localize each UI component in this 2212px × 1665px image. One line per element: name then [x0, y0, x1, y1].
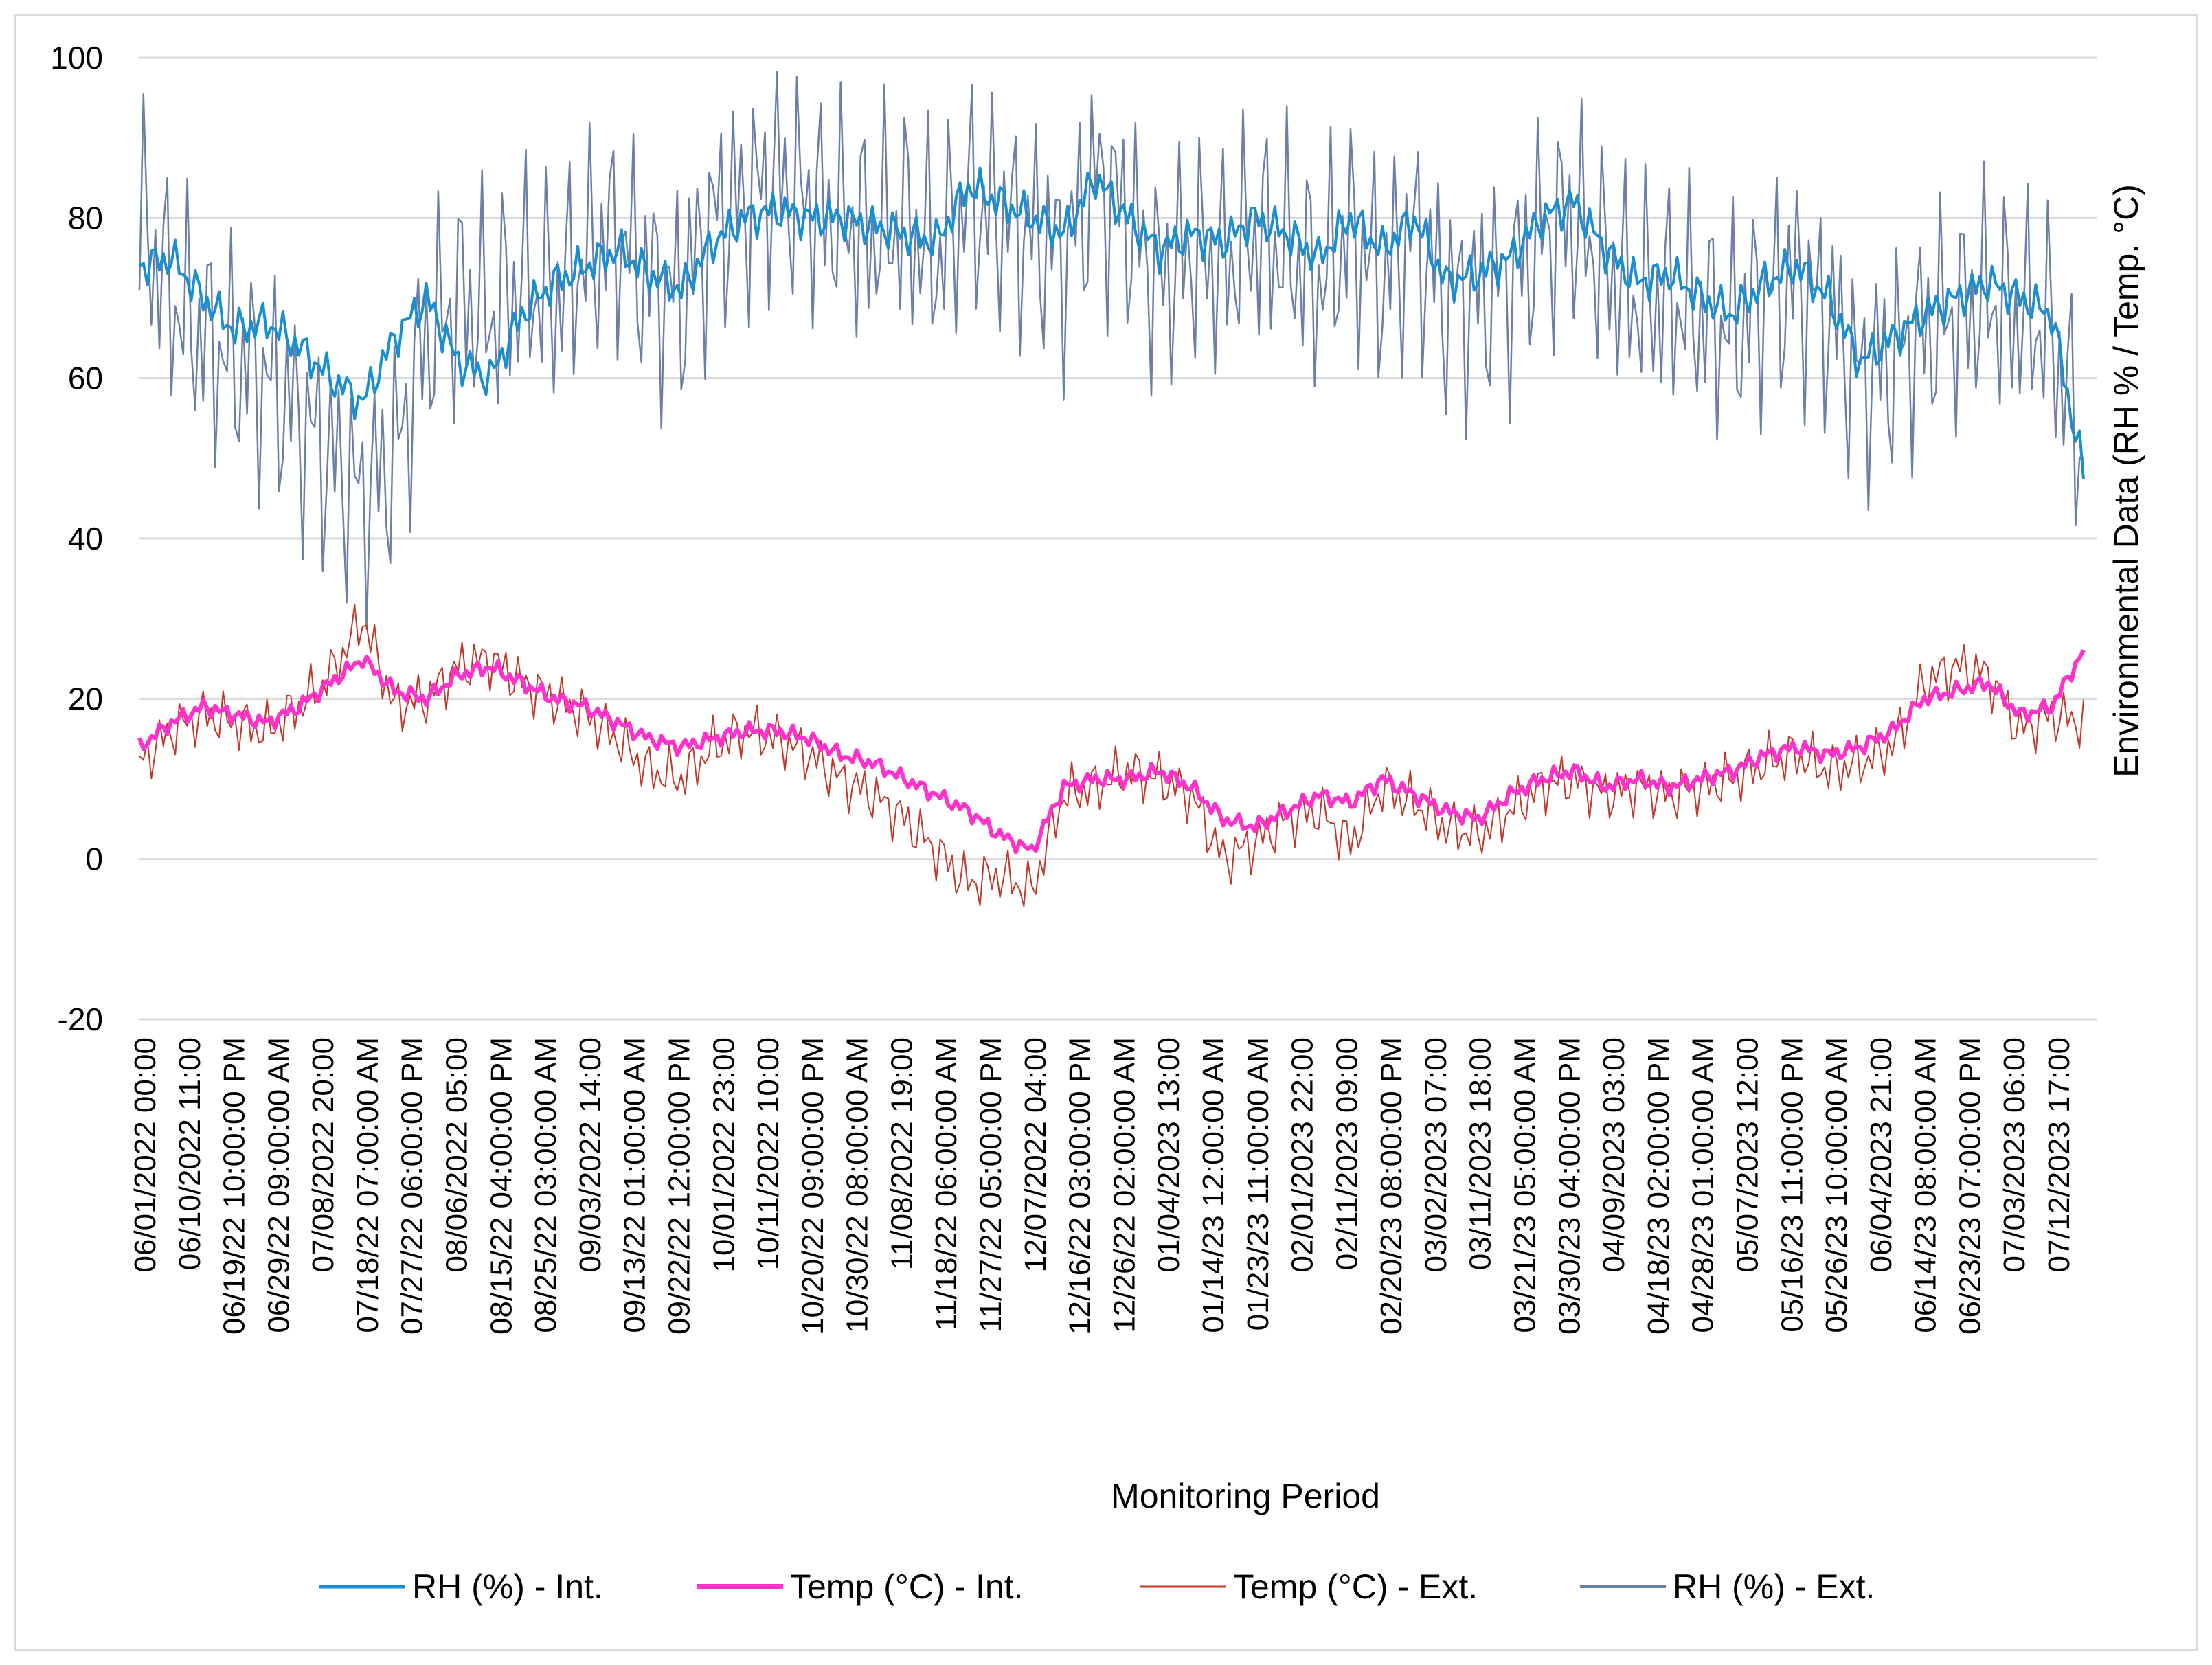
x-tick-label: 05/26/23 10:00:00 AM [1820, 1037, 1853, 1333]
legend-label: RH (%) - Ext. [1673, 1567, 1875, 1606]
y-tick-label: 20 [68, 681, 103, 716]
x-tick-label: 08/15/22 04:00:00 PM [484, 1037, 518, 1335]
x-tick-label: 06/23/23 07:00:00 PM [1953, 1037, 1987, 1335]
x-tick-label: 06/04/2023 21:00 [1864, 1037, 1898, 1273]
x-tick-label: 11/08/2022 19:00 [885, 1037, 918, 1270]
x-tick-label: 07/18/22 07:00:00 AM [351, 1037, 385, 1333]
legend-label: RH (%) - Int. [412, 1567, 603, 1606]
y-tick-label: 80 [68, 200, 103, 236]
x-tick-label: 05/16/23 11:00:00 PM [1775, 1037, 1809, 1333]
x-tick-label: 07/27/22 06:00:00 PM [396, 1037, 429, 1335]
x-tick-label: 06/10/2022 11:00 [173, 1037, 207, 1270]
x-tick-label: 10/20/22 09:00:00 PM [796, 1037, 830, 1335]
x-tick-label: 04/09/2023 03:00 [1597, 1037, 1631, 1273]
x-tick-label: 06/14/23 08:00:00 AM [1909, 1037, 1943, 1333]
x-tick-label: 05/07/2023 12:00 [1730, 1037, 1764, 1273]
x-axis-title: Monitoring Period [1111, 1477, 1380, 1515]
x-tick-label: 02/20/23 08:00:00 PM [1375, 1037, 1408, 1335]
x-tick-label: 07/12/2023 17:00 [2042, 1037, 2076, 1273]
x-tick-label: 10/11/2022 10:00 [752, 1037, 785, 1270]
series-layer [137, 71, 2086, 907]
x-tick-label: 09/03/2022 14:00 [574, 1037, 607, 1273]
x-tick-label: 06/29/22 09:00:00 AM [262, 1037, 295, 1333]
x-tick-label: 01/04/2023 13:00 [1152, 1037, 1186, 1273]
x-tick-label: 06/19/22 10:00:00 PM [218, 1037, 251, 1335]
series-line-0 [138, 166, 2085, 480]
x-tick-label: 01/23/23 11:00:00 AM [1241, 1037, 1275, 1330]
y-tick-label: 40 [68, 521, 103, 556]
x-tick-label: 11/18/22 06:00:00 AM [929, 1037, 963, 1330]
x-tick-label: 12/26/22 02:00:00 AM [1107, 1037, 1141, 1333]
x-tick-label: 10/01/2022 23:00 [707, 1037, 741, 1273]
y-tick-label: 60 [68, 361, 103, 396]
x-tick-label: 03/21/23 05:00:00 AM [1509, 1037, 1542, 1333]
x-tick-label: 08/25/22 03:00:00 AM [529, 1037, 563, 1333]
x-tick-label: 02/01/2023 22:00 [1286, 1037, 1320, 1273]
legend-label: Temp (°C) - Ext. [1233, 1567, 1478, 1606]
x-axis-ticks: 06/01/2022 00:00 06/10/2022 11:00 06/19/22… [128, 1037, 2076, 1335]
x-tick-label: 12/07/2022 04:00 [1019, 1037, 1052, 1273]
y-tick-label: 100 [50, 40, 103, 76]
x-tick-label: 11/27/22 05:00:00 PM [974, 1037, 1008, 1333]
x-tick-label: 03/02/2023 07:00 [1419, 1037, 1453, 1273]
series-line-3 [138, 71, 2084, 630]
y-axis-ticks: -20 0 20 40 60 80 100 [50, 40, 103, 1037]
x-tick-label: 03/11/2023 18:00 [1464, 1037, 1498, 1270]
x-tick-label: 02/11/2023 09:00 [1330, 1037, 1364, 1270]
x-tick-label: 09/13/22 01:00:00 AM [618, 1037, 652, 1333]
y-tick-label: 0 [85, 841, 103, 877]
x-tick-label: 07/03/2023 06:00 [1998, 1037, 2031, 1273]
x-tick-label: 04/28/23 01:00:00 AM [1686, 1037, 1720, 1333]
x-tick-label: 10/30/22 08:00:00 AM [841, 1037, 874, 1333]
series-line-2 [139, 603, 2084, 907]
x-tick-label: 03/30/23 04:00:00 PM [1553, 1037, 1586, 1335]
x-tick-label: 08/06/2022 05:00 [440, 1037, 474, 1273]
x-tick-label: 06/01/2022 00:00 [128, 1037, 162, 1273]
y-axis-title: Environmental Data (RH % / Temp. °C) [2107, 184, 2145, 778]
legend: RH (%) - Int. Temp (°C) - Int. Temp (°C) -… [319, 1567, 1875, 1606]
x-tick-label: 07/08/2022 20:00 [306, 1037, 340, 1273]
x-tick-label: 04/18/23 02:00:00 PM [1642, 1037, 1675, 1335]
series-line-1 [137, 649, 2086, 854]
x-tick-label: 12/16/22 03:00:00 PM [1063, 1037, 1097, 1335]
y-tick-label: -20 [58, 1001, 103, 1037]
legend-label: Temp (°C) - Int. [790, 1567, 1023, 1606]
x-tick-label: 01/14/23 12:00:00 AM [1197, 1037, 1230, 1333]
x-tick-label: 09/22/22 12:00:00 PM [662, 1037, 696, 1335]
